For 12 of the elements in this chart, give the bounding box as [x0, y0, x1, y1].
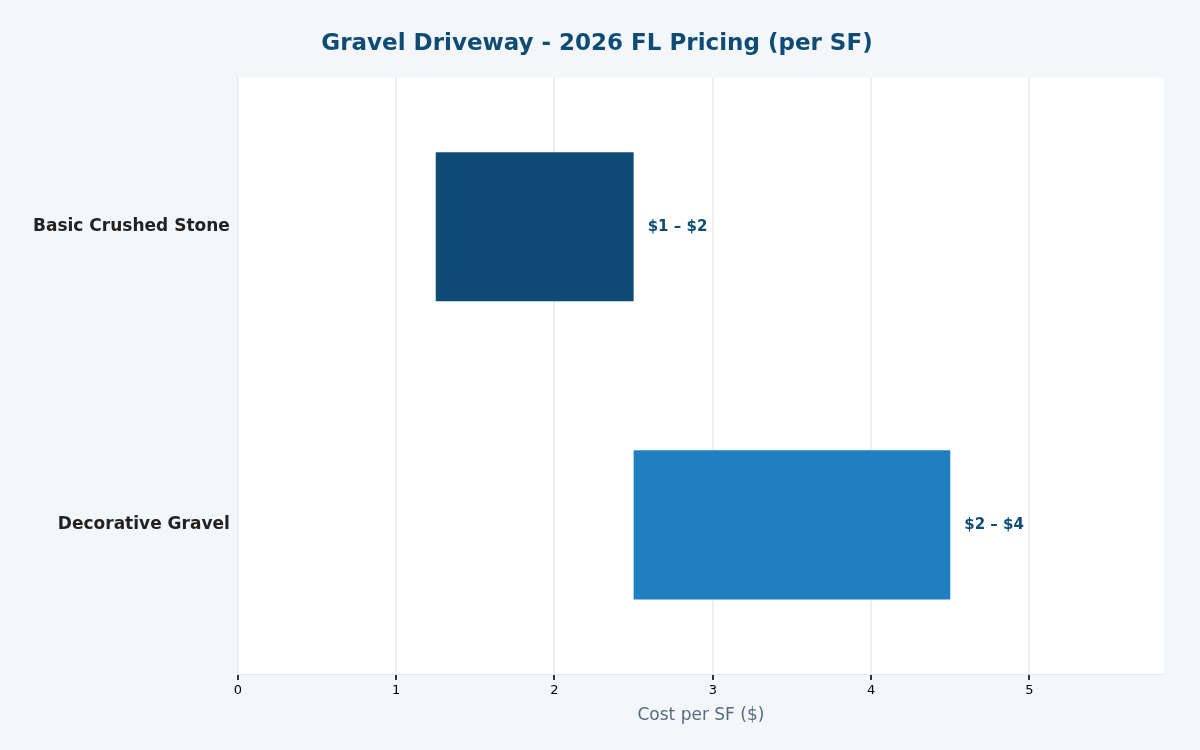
y-tick-label: Basic Crushed Stone: [32, 215, 230, 236]
data-label: $1 – $2: [647, 216, 708, 235]
x-tick-label: 1: [392, 682, 401, 698]
data-label: $2 – $4: [964, 514, 1024, 533]
chart-title: Gravel Driveway - 2026 FL Pricing (per SF): [321, 28, 873, 55]
x-tick-label: 2: [550, 682, 559, 698]
x-axis-title: Cost per SF ($): [637, 704, 765, 725]
x-tick-label: 5: [1025, 682, 1034, 698]
y-tick-label: Decorative Gravel: [57, 513, 230, 534]
x-tick-label: 3: [708, 682, 717, 698]
x-tick-label: 4: [866, 682, 876, 698]
x-tick-label: 0: [233, 682, 242, 698]
